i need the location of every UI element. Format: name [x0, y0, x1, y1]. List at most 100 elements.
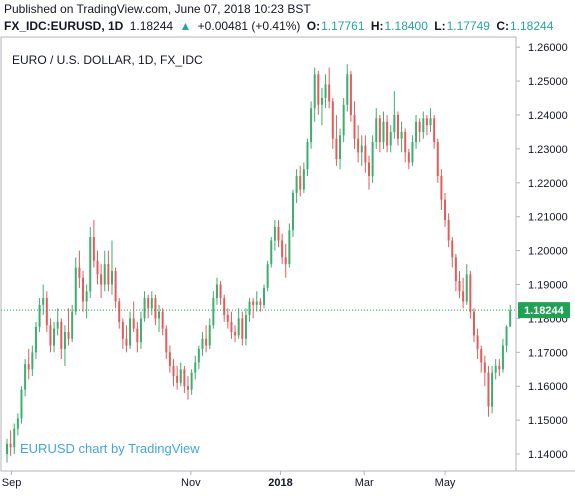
- price-axis[interactable]: 1.26000 1.25000 1.24000 1.23000 1.22000 1.210…: [516, 42, 568, 461]
- candle-body: [82, 277, 85, 302]
- candle-body: [136, 328, 139, 343]
- candle-body: [429, 118, 432, 126]
- candle-body: [288, 230, 291, 265]
- candle-body: [317, 74, 320, 105]
- candle-body: [89, 237, 92, 292]
- candle-body: [458, 281, 461, 292]
- candle-body: [396, 114, 399, 139]
- candle-body: [360, 145, 363, 153]
- time-axis[interactable]: Sep Nov 2018 Mar May: [2, 471, 456, 489]
- symbol-header: FX_IDC:EURUSD, 1D 1.18244 ▲ +0.00481 (+0…: [4, 19, 556, 33]
- candle-body: [324, 84, 327, 99]
- candle-body: [400, 131, 403, 139]
- candle-body: [386, 121, 389, 146]
- candle-body: [45, 298, 48, 326]
- candle-body: [284, 257, 287, 265]
- candle-body: [263, 287, 266, 305]
- y-tick-label: 1.25000: [528, 76, 568, 88]
- y-tick-label: 1.24000: [528, 110, 568, 122]
- candle-body: [107, 264, 110, 285]
- candle-body: [328, 84, 331, 102]
- plot-frame: [0, 36, 517, 472]
- candle-body: [465, 274, 468, 302]
- candle-body: [13, 428, 16, 448]
- candle-body: [357, 138, 360, 153]
- candle-body: [295, 176, 298, 193]
- y-tick-label: 1.19000: [528, 280, 568, 292]
- candle-body: [150, 298, 153, 309]
- candle-body: [85, 291, 88, 302]
- candle-body: [382, 121, 385, 143]
- candle-body: [143, 298, 146, 319]
- candle-body: [168, 352, 171, 366]
- candle-body: [487, 372, 490, 407]
- high-label: H:: [370, 19, 384, 33]
- last-price-badge: [518, 302, 570, 319]
- candle-body: [176, 376, 179, 383]
- close-label: C:: [496, 19, 509, 33]
- candle-body: [422, 118, 425, 132]
- candle-body: [364, 145, 367, 163]
- candle-body: [375, 118, 378, 143]
- symbol-name[interactable]: FX_IDC:EURUSD, 1D: [4, 19, 124, 33]
- low-label: L:: [434, 19, 446, 33]
- candle-body: [139, 318, 142, 343]
- y-tick-label: 1.22000: [528, 178, 568, 190]
- candle-body: [331, 101, 334, 139]
- candle-body: [266, 264, 269, 288]
- candle-body: [100, 274, 103, 285]
- published-caption: Published on TradingView.com, June 07, 2…: [4, 2, 311, 16]
- candle-body: [114, 270, 117, 302]
- candle-body: [125, 338, 128, 346]
- candle-body: [223, 298, 226, 316]
- candle-body: [273, 226, 276, 241]
- high-value: 1.18400: [384, 19, 428, 33]
- candle-body: [78, 267, 81, 278]
- last-price-marker: 1.18244: [1, 302, 570, 319]
- candle-body: [313, 74, 316, 109]
- candle-body: [425, 118, 428, 126]
- candle-body: [371, 142, 374, 177]
- y-tick-label: 1.17000: [528, 347, 568, 359]
- candle-body: [201, 338, 204, 349]
- watermark: EURUSD chart by TradingView: [20, 441, 200, 456]
- candle-body: [219, 284, 222, 299]
- candle-body: [165, 328, 168, 353]
- candle-body: [67, 331, 70, 339]
- candle-body: [494, 365, 497, 373]
- candle-body: [226, 315, 229, 322]
- candle-body: [433, 118, 436, 143]
- candle-body: [483, 362, 486, 373]
- candle-body: [154, 298, 157, 319]
- candle-body: [16, 418, 19, 429]
- candle-body: [472, 311, 475, 336]
- candle-body: [230, 321, 233, 332]
- candle-body: [469, 274, 472, 312]
- candle-body: [205, 338, 208, 346]
- price-change: +0.00481 (+0.41%): [197, 19, 301, 33]
- candle-body: [241, 318, 244, 339]
- candle-body: [161, 311, 164, 329]
- candle-body: [462, 291, 465, 302]
- candle-body: [56, 321, 59, 329]
- candle-body: [38, 304, 41, 327]
- x-tick-label: Sep: [2, 477, 22, 489]
- candle-body: [9, 443, 12, 448]
- candle-body: [244, 315, 247, 339]
- candle-body: [444, 199, 447, 221]
- candle-body: [255, 301, 258, 305]
- candle-body: [92, 237, 95, 261]
- candle-body: [172, 365, 175, 377]
- candle-body: [237, 318, 240, 336]
- candle-body: [20, 389, 23, 419]
- candle-body: [310, 108, 313, 143]
- candle-body: [31, 352, 34, 370]
- candle-body: [335, 138, 338, 160]
- candle-body: [501, 345, 504, 370]
- candle-body: [147, 298, 150, 309]
- candles-group: [6, 64, 512, 463]
- close-value: 1.18244: [509, 19, 554, 33]
- candle-body: [281, 240, 284, 258]
- candle-body: [34, 326, 37, 353]
